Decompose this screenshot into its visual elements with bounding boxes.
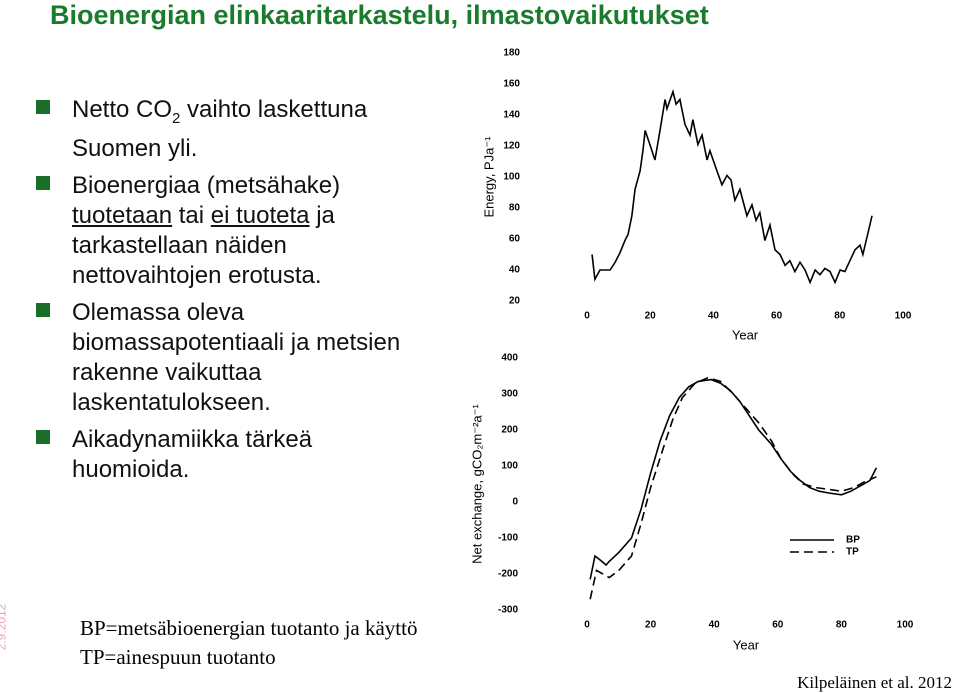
legend-label: BP xyxy=(846,535,860,546)
line xyxy=(591,88,873,285)
x-tick-label: 40 xyxy=(708,311,720,322)
x-tick-label: 20 xyxy=(645,620,657,631)
text: ja tarkastellaan näiden nettovaihtojen e… xyxy=(72,201,335,289)
x-tick-label: 80 xyxy=(836,620,848,631)
y-tick-label: 200 xyxy=(501,425,518,436)
y-tick-label: 20 xyxy=(509,296,521,307)
y-tick-label: 180 xyxy=(503,48,520,59)
y-tick-label: 400 xyxy=(501,353,518,364)
legend-label: TP xyxy=(846,547,859,558)
y-tick-label: 40 xyxy=(509,265,521,276)
underlined-text: ei tuoteta xyxy=(210,201,310,229)
y-tick-label: 60 xyxy=(509,234,521,245)
y-axis-label: Energy, PJa⁻¹ xyxy=(481,136,496,218)
underlined-text: tuotetaan xyxy=(72,201,173,229)
note: BP=metsäbioenergian tuotanto ja käyttö xyxy=(80,616,418,640)
y-tick-label: 100 xyxy=(503,172,520,183)
text: vaihto laskettuna Suomen yli. xyxy=(72,96,368,162)
x-tick-label: 0 xyxy=(584,311,590,322)
text: Bioenergiaa (metsähake) xyxy=(72,171,341,199)
x-axis-label: Year xyxy=(732,327,759,342)
x-tick-label: 100 xyxy=(895,311,912,322)
x-tick-label: 80 xyxy=(834,311,846,322)
text: tai xyxy=(172,201,211,229)
y-tick-label: 160 xyxy=(503,79,520,90)
text: Olemassa oleva biomassapotentiaali ja me… xyxy=(72,298,401,416)
x-axis-label: Year xyxy=(733,637,760,652)
bullet: Netto CO2 vaihto laskettuna Suomen yli. xyxy=(30,95,420,164)
text: Aikadynamiikka tärkeä huomioida. xyxy=(72,425,313,483)
bullet: Aikadynamiikka tärkeä huomioida. xyxy=(30,425,420,485)
x-tick-label: 0 xyxy=(584,620,590,631)
bullet-list: Netto CO2 vaihto laskettuna Suomen yli. … xyxy=(30,95,420,492)
y-tick-label: 80 xyxy=(509,203,521,214)
date: 2.9.2012 xyxy=(0,603,9,651)
y-axis-label: Net exchange, gCO₂m⁻²a⁻¹ xyxy=(469,404,484,564)
line xyxy=(589,376,877,600)
line xyxy=(589,378,878,580)
x-tick-label: 100 xyxy=(897,620,914,631)
y-tick-label: 0 xyxy=(512,497,518,508)
note: TP=ainespuun tuotanto xyxy=(80,645,276,669)
y-tick-label: -200 xyxy=(498,569,518,580)
y-tick-label: 100 xyxy=(501,461,518,472)
bullet: Olemassa oleva biomassapotentiaali ja me… xyxy=(30,298,420,418)
x-tick-label: 60 xyxy=(772,620,784,631)
y-tick-label: 120 xyxy=(503,141,520,152)
slide-title: Bioenergian elinkaaritarkastelu, ilmasto… xyxy=(50,0,709,30)
source: Kilpeläinen et al. 2012 xyxy=(797,673,952,692)
bullet: Bioenergiaa (metsähake) tuotetaan tai ei… xyxy=(30,171,420,291)
x-tick-label: 40 xyxy=(709,620,721,631)
x-tick-label: 60 xyxy=(771,311,783,322)
y-tick-label: 300 xyxy=(501,389,518,400)
y-tick-label: -300 xyxy=(498,605,518,616)
y-tick-label: -100 xyxy=(498,533,518,544)
subscript: 2 xyxy=(172,109,181,127)
x-tick-label: 20 xyxy=(645,311,657,322)
y-tick-label: 140 xyxy=(503,110,520,121)
text: Netto CO xyxy=(72,96,173,123)
